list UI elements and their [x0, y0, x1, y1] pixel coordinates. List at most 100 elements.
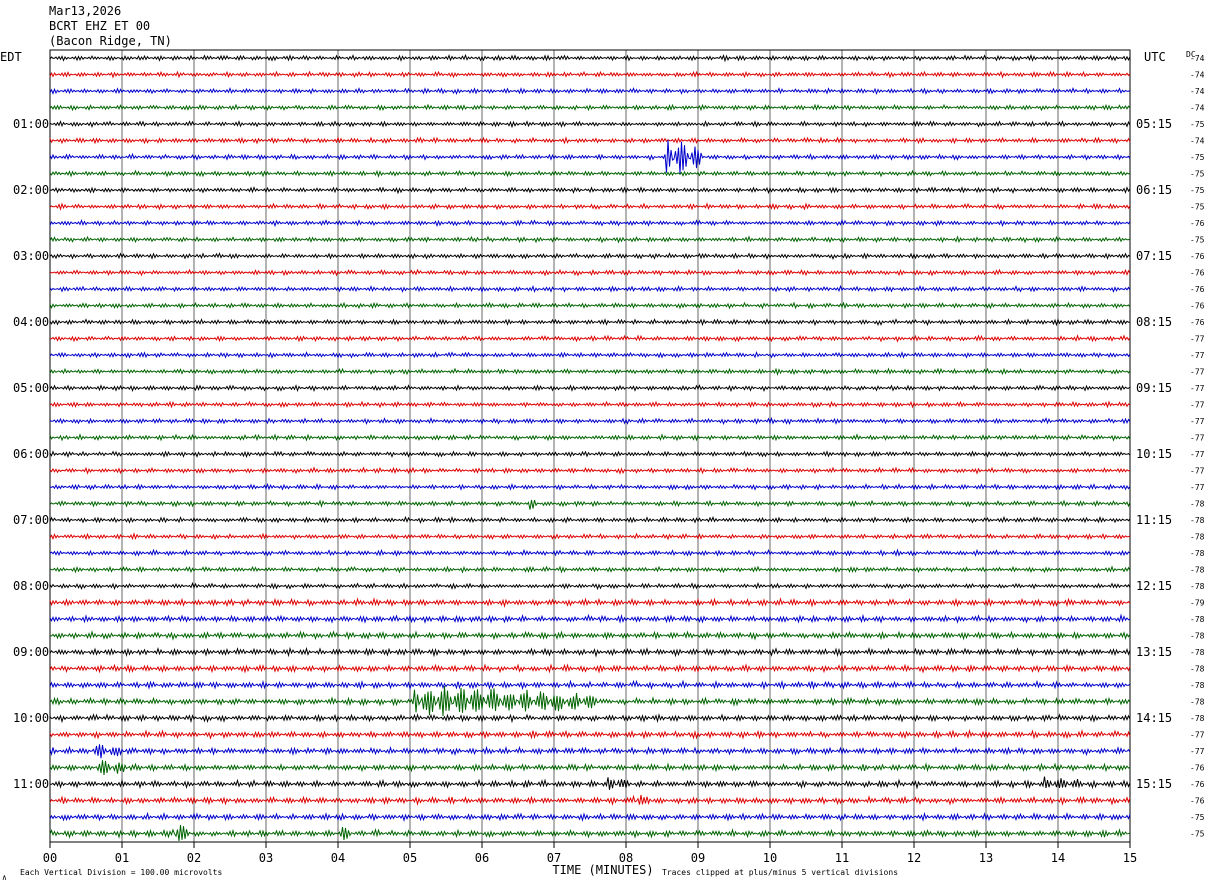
- utc-label-05:15: 05:15: [1136, 117, 1172, 131]
- x-axis-ticks: 00 01 02 03 04 05 06 07 08 09 10 11 12 13 14 15: [43, 842, 1137, 865]
- dc-offset-row-45: -76: [1190, 780, 1205, 789]
- edt-label-04:00: 04:00: [13, 315, 49, 329]
- trace-row-30: [49, 532, 1131, 541]
- trace-row-23: [49, 416, 1131, 426]
- dc-offset-labels: -74 -74 -74 -74 -75 -74 -75 -75 -75 -75 -76 -75 -76 -…: [1190, 54, 1205, 839]
- edt-label-06:00: 06:00: [13, 447, 49, 461]
- utc-label-09:15: 09:15: [1136, 381, 1172, 395]
- trace-row-6: [49, 136, 1131, 145]
- trace-row-48: [49, 824, 1131, 841]
- trace-row-5: [49, 120, 1131, 129]
- trace-row-45: [49, 776, 1131, 790]
- trace-row-12: [49, 235, 1131, 244]
- edt-label-02:00: 02:00: [13, 183, 49, 197]
- utc-label-08:15: 08:15: [1136, 315, 1172, 329]
- trace-row-21: [49, 384, 1131, 393]
- dc-offset-row-37: -78: [1190, 648, 1205, 657]
- corner-mark: ∧: [2, 873, 7, 882]
- dc-offset-row-40: -78: [1190, 698, 1205, 707]
- dc-offset-row-28: -78: [1190, 500, 1205, 509]
- dc-offset-row-32: -78: [1190, 566, 1205, 575]
- trace-row-47: [49, 811, 1131, 822]
- trace-row-43: [49, 744, 1131, 759]
- x-tick-label-11: 11: [835, 851, 849, 865]
- trace-row-26: [49, 466, 1131, 475]
- dc-offset-row-12: -75: [1190, 236, 1205, 245]
- trace-row-22: [49, 400, 1131, 409]
- dc-label: DC: [1186, 50, 1196, 59]
- trace-row-35: [49, 613, 1131, 624]
- trace-row-7: [49, 139, 1131, 174]
- x-tick-label-01: 01: [115, 851, 129, 865]
- edt-label-01:00: 01:00: [13, 117, 49, 131]
- dc-offset-row-29: -78: [1190, 516, 1205, 525]
- dc-offset-row-38: -78: [1190, 665, 1205, 674]
- edt-label-05:00: 05:00: [13, 381, 49, 395]
- x-tick-label-07: 07: [547, 851, 561, 865]
- dc-offset-row-26: -77: [1190, 467, 1205, 476]
- header-station: BCRT EHZ ET 00: [49, 19, 151, 33]
- seismic-traces: [49, 53, 1131, 841]
- header-date: Mar13,2026: [49, 4, 122, 18]
- dc-offset-row-23: -77: [1190, 417, 1205, 426]
- dc-offset-row-42: -77: [1190, 731, 1205, 740]
- vertical-gridlines: [121, 50, 1059, 842]
- dc-offset-row-36: -78: [1190, 632, 1205, 641]
- dc-offset-row-7: -75: [1190, 153, 1205, 162]
- utc-label-12:15: 12:15: [1136, 579, 1172, 593]
- dc-offset-row-5: -75: [1190, 120, 1205, 129]
- x-tick-label-05: 05: [403, 851, 417, 865]
- utc-label-07:15: 07:15: [1136, 249, 1172, 263]
- trace-row-19: [49, 351, 1131, 359]
- dc-offset-row-10: -75: [1190, 203, 1205, 212]
- dc-offset-row-24: -77: [1190, 434, 1205, 443]
- trace-row-17: [49, 318, 1131, 327]
- dc-offset-row-27: -77: [1190, 483, 1205, 492]
- x-tick-label-14: 14: [1051, 851, 1065, 865]
- trace-row-8: [49, 169, 1131, 178]
- dc-offset-row-4: -74: [1190, 104, 1205, 113]
- edt-label-09:00: 09:00: [13, 645, 49, 659]
- dc-offset-row-1: -74: [1190, 54, 1205, 63]
- trace-row-4: [49, 103, 1131, 112]
- utc-label-11:15: 11:15: [1136, 513, 1172, 527]
- utc-label-13:15: 13:15: [1136, 645, 1172, 659]
- trace-row-9: [49, 186, 1131, 195]
- dc-offset-row-48: -75: [1190, 830, 1205, 839]
- trace-row-14: [49, 268, 1131, 277]
- x-tick-label-09: 09: [691, 851, 705, 865]
- trace-row-3: [49, 87, 1131, 95]
- trace-row-15: [49, 284, 1131, 293]
- dc-offset-row-22: -77: [1190, 401, 1205, 410]
- dc-offset-row-14: -76: [1190, 269, 1205, 278]
- scale-note: Each Vertical Division = 100.00 microvol…: [20, 868, 222, 877]
- plot-frame: [49, 49, 1131, 843]
- dc-offset-row-21: -77: [1190, 384, 1205, 393]
- x-axis-label: TIME (MINUTES): [552, 863, 653, 877]
- dc-offset-row-44: -76: [1190, 764, 1205, 773]
- dc-offset-row-15: -76: [1190, 285, 1205, 294]
- dc-offset-row-16: -76: [1190, 302, 1205, 311]
- trace-row-34: [49, 597, 1131, 608]
- dc-offset-row-33: -78: [1190, 582, 1205, 591]
- trace-row-13: [49, 252, 1131, 261]
- utc-label-14:15: 14:15: [1136, 711, 1172, 725]
- utc-label-10:15: 10:15: [1136, 447, 1172, 461]
- x-tick-label-03: 03: [259, 851, 273, 865]
- dc-offset-row-6: -74: [1190, 137, 1205, 146]
- right-axis-label: UTC: [1144, 50, 1166, 64]
- trace-row-36: [49, 630, 1131, 641]
- trace-row-31: [49, 548, 1131, 557]
- trace-row-44: [49, 760, 1131, 775]
- trace-row-24: [49, 433, 1131, 442]
- left-axis-label: EDT: [0, 50, 22, 64]
- trace-row-27: [49, 482, 1131, 491]
- x-tick-label-06: 06: [475, 851, 489, 865]
- dc-offset-row-39: -78: [1190, 681, 1205, 690]
- dc-offset-row-13: -76: [1190, 252, 1205, 261]
- edt-label-07:00: 07:00: [13, 513, 49, 527]
- dc-offset-row-17: -76: [1190, 318, 1205, 327]
- dc-offset-row-11: -76: [1190, 219, 1205, 228]
- dc-offset-row-8: -75: [1190, 170, 1205, 179]
